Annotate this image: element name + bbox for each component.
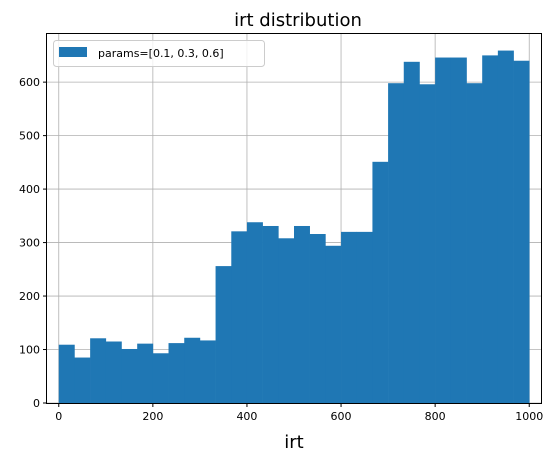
x-axis-ticks: 0 200 400 600 800 1000 <box>55 403 543 423</box>
histogram-bar <box>168 343 185 403</box>
histogram-bar <box>388 83 405 403</box>
legend: params=[0.1, 0.3, 0.6] <box>53 40 265 67</box>
histogram-bar <box>58 344 75 403</box>
y-tick-label: 300 <box>19 237 40 250</box>
histogram-bar <box>152 353 169 403</box>
x-tick-label: 200 <box>142 410 163 423</box>
chart-title: irt distribution <box>234 10 362 31</box>
histogram-bar <box>105 341 122 403</box>
histogram-bar <box>325 245 342 403</box>
x-tick-label: 800 <box>425 410 446 423</box>
histogram-bar <box>419 84 436 403</box>
histogram-bar <box>341 231 358 403</box>
y-tick-label: 100 <box>19 344 40 357</box>
histogram-bars <box>58 50 530 404</box>
histogram-bar <box>215 266 232 403</box>
y-tick-label: 200 <box>19 290 40 303</box>
histogram-bar <box>199 340 216 403</box>
legend-box <box>53 40 265 67</box>
histogram-bar <box>309 234 326 403</box>
legend-swatch <box>59 47 87 57</box>
x-tick-label: 1000 <box>515 410 543 423</box>
histogram-bar <box>403 61 420 404</box>
histogram-bar <box>262 225 279 403</box>
histogram-bar <box>513 60 530 403</box>
y-axis-ticks: 0 100 200 300 400 500 600 <box>19 76 47 410</box>
y-tick-label: 400 <box>19 183 40 196</box>
histogram-bar <box>497 50 514 404</box>
y-tick-label: 500 <box>19 130 40 143</box>
histogram-bar <box>435 57 452 404</box>
histogram-bar <box>278 238 295 403</box>
y-tick-label: 600 <box>19 76 40 89</box>
histogram-bar <box>450 57 467 404</box>
histogram-bar <box>90 338 107 403</box>
histogram-bar <box>372 161 389 403</box>
x-tick-label: 400 <box>236 410 257 423</box>
histogram-bar <box>294 225 310 403</box>
histogram-bar <box>121 348 138 403</box>
histogram-bar <box>246 222 263 403</box>
histogram-bar <box>231 231 248 403</box>
histogram-bar <box>74 357 91 403</box>
x-tick-label: 600 <box>331 410 352 423</box>
histogram-bar <box>184 337 201 403</box>
x-axis-label: irt <box>284 432 303 453</box>
histogram-bar <box>482 55 499 404</box>
histogram-bar <box>137 343 154 403</box>
plot-frame <box>46 33 542 404</box>
x-tick-label: 0 <box>55 410 62 423</box>
histogram-bar <box>356 231 373 403</box>
histogram-bar <box>466 83 483 403</box>
y-tick-label: 0 <box>33 397 40 410</box>
legend-entry: params=[0.1, 0.3, 0.6] <box>98 47 224 60</box>
